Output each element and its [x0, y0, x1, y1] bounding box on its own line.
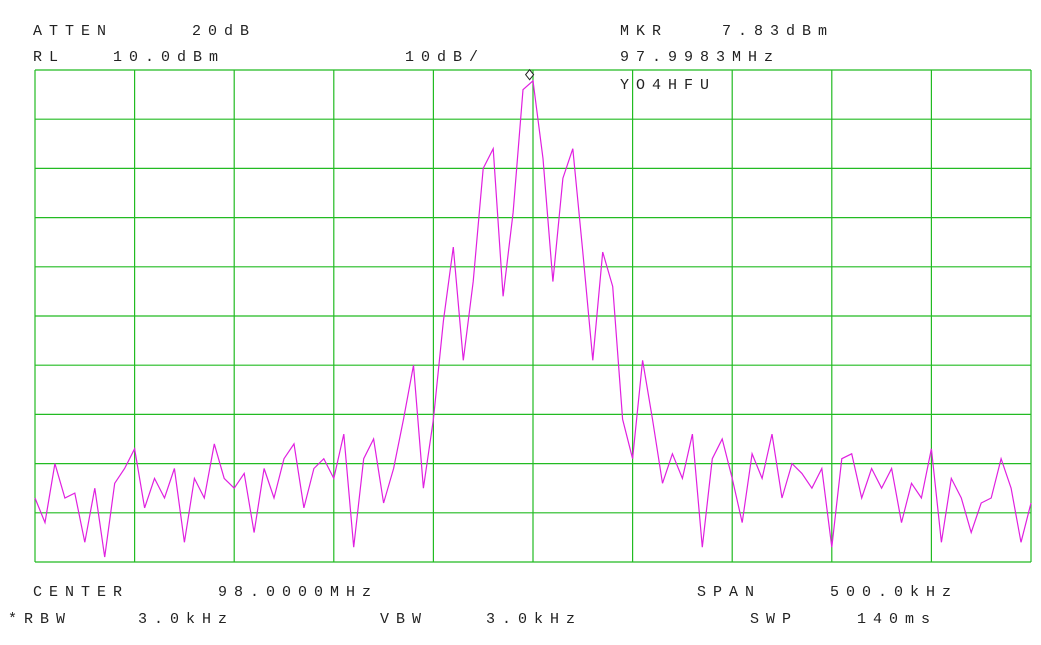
marker [524, 68, 535, 81]
trace [34, 79, 1032, 558]
status-text: YO4HFU [620, 77, 716, 94]
status-text: 7.83dBm [722, 23, 834, 40]
status-text: MKR [620, 23, 668, 40]
status-text: VBW [380, 611, 428, 628]
status-text: RL [33, 49, 65, 66]
status-text: CENTER [33, 584, 129, 601]
status-text: SWP [750, 611, 798, 628]
status-text: ATTEN [33, 23, 113, 40]
status-text: 97.9983MHz [620, 49, 780, 66]
status-text: *RBW [8, 611, 72, 628]
status-text: SPAN [697, 584, 761, 601]
status-text: 20dB [192, 23, 256, 40]
status-text: 3.0kHz [486, 611, 582, 628]
status-text: 10dB/ [405, 49, 485, 66]
status-text: 10.0dBm [113, 49, 225, 66]
status-text: 500.0kHz [830, 584, 958, 601]
status-text: 98.0000MHz [218, 584, 378, 601]
status-text: 3.0kHz [138, 611, 234, 628]
status-text: 140ms [857, 611, 937, 628]
